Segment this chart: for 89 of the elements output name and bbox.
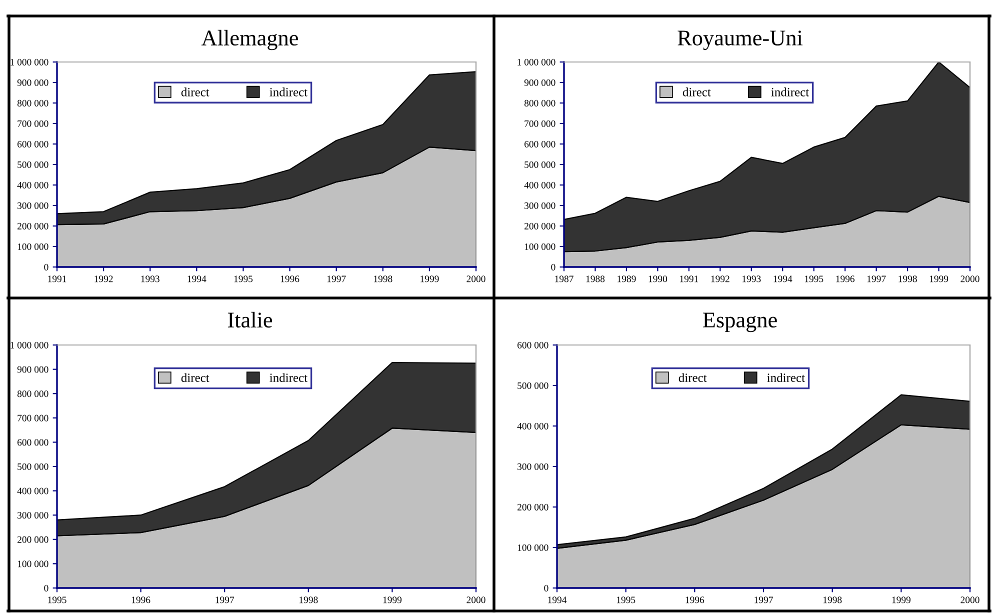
y-tick-label: 900 000 bbox=[17, 79, 48, 86]
y-tick-label: 200 000 bbox=[17, 536, 48, 543]
x-tick-label: 1996 bbox=[686, 596, 704, 604]
y-tick-label: 500 000 bbox=[18, 463, 48, 470]
x-tick-label: 1996 bbox=[836, 276, 855, 282]
x-tick-label: 1993 bbox=[742, 276, 761, 282]
y-tick-label: 400 000 bbox=[17, 488, 48, 494]
x-tick-label: 1995 bbox=[616, 596, 636, 604]
x-tick-label: 1990 bbox=[648, 276, 668, 282]
y-tick-label: 700 000 bbox=[524, 120, 556, 127]
y-tick-label: 200 000 bbox=[517, 504, 548, 510]
y-tick-label: 100 000 bbox=[518, 544, 548, 551]
legend-label: indirect bbox=[270, 373, 308, 382]
y-tick-label: 400 000 bbox=[517, 422, 548, 430]
y-tick-label: 800 000 bbox=[17, 390, 48, 398]
chart-title: Italie bbox=[228, 312, 272, 328]
y-tick-label: 500 000 bbox=[518, 382, 548, 389]
y-tick-label: 200 000 bbox=[524, 222, 556, 230]
x-tick-label: 1987 bbox=[555, 276, 574, 282]
y-tick-label: 500 000 bbox=[524, 161, 556, 168]
x-tick-label: 1999 bbox=[420, 276, 439, 282]
y-tick-label: 800 000 bbox=[17, 100, 48, 106]
y-tick-label: 900 000 bbox=[17, 366, 48, 373]
x-tick-label: 1988 bbox=[586, 276, 605, 282]
x-tick-label: 1995 bbox=[234, 276, 253, 282]
x-tick-label: 2000 bbox=[466, 596, 486, 604]
legend-label: direct bbox=[181, 373, 210, 382]
y-tick-label: 400 000 bbox=[17, 182, 48, 188]
legend-label: indirect bbox=[767, 373, 805, 382]
x-tick-label: 1996 bbox=[280, 276, 300, 282]
x-tick-label: 1998 bbox=[374, 276, 392, 282]
x-tick-label: 1999 bbox=[383, 596, 402, 604]
legend-label: indirect bbox=[771, 88, 810, 96]
y-tick-label: 1 000 000 bbox=[10, 58, 48, 66]
y-tick-label: 100 000 bbox=[18, 243, 48, 250]
chart-title: Allemagne bbox=[201, 30, 298, 50]
x-tick-label: 1996 bbox=[132, 596, 150, 604]
x-tick-label: 1998 bbox=[823, 596, 842, 604]
x-tick-label: 2000 bbox=[466, 276, 486, 282]
chart-title: Royaume-Uni bbox=[678, 30, 803, 50]
x-tick-label: 1997 bbox=[754, 596, 773, 604]
y-tick-label: 800 000 bbox=[524, 100, 556, 106]
y-tick-label: 0 bbox=[44, 264, 48, 270]
x-tick-label: 1998 bbox=[300, 596, 318, 604]
y-tick-label: 300 000 bbox=[18, 202, 48, 209]
x-tick-label: 1997 bbox=[216, 596, 234, 604]
x-tick-label: 1997 bbox=[327, 276, 346, 282]
x-tick-label: 1994 bbox=[774, 276, 792, 282]
y-tick-label: 1 000 000 bbox=[10, 342, 48, 348]
x-tick-label: 1991 bbox=[680, 276, 698, 282]
y-tick-label: 0 bbox=[544, 584, 548, 592]
legend-label: indirect bbox=[270, 88, 308, 96]
x-tick-label: 1993 bbox=[141, 276, 160, 282]
x-tick-label: 1997 bbox=[867, 276, 886, 282]
x-tick-label: 1995 bbox=[804, 276, 824, 282]
x-tick-label: 1994 bbox=[188, 276, 206, 282]
y-tick-label: 400 000 bbox=[524, 182, 556, 188]
y-tick-label: 900 000 bbox=[524, 79, 556, 86]
x-tick-label: 2000 bbox=[960, 596, 980, 604]
x-tick-label: 1989 bbox=[618, 276, 636, 282]
y-tick-label: 1 000 000 bbox=[518, 58, 556, 66]
y-tick-label: 200 000 bbox=[17, 222, 48, 230]
y-tick-label: 0 bbox=[44, 584, 48, 592]
x-tick-label: 1999 bbox=[930, 276, 948, 282]
y-tick-label: 300 000 bbox=[18, 512, 48, 519]
x-tick-label: 1992 bbox=[94, 276, 113, 282]
y-tick-label: 500 000 bbox=[18, 161, 48, 168]
y-tick-label: 700 000 bbox=[18, 414, 48, 422]
x-tick-label: 1991 bbox=[48, 276, 66, 282]
y-tick-label: 600 000 bbox=[17, 439, 48, 446]
x-tick-label: 1992 bbox=[711, 276, 730, 282]
legend-label: direct bbox=[181, 88, 210, 96]
y-tick-label: 600 000 bbox=[524, 140, 556, 148]
x-tick-label: 1995 bbox=[48, 596, 66, 604]
x-tick-label: 1994 bbox=[548, 596, 567, 604]
chart-title: Espagne bbox=[702, 312, 777, 332]
y-tick-label: 0 bbox=[551, 264, 556, 270]
x-tick-label: 1998 bbox=[898, 276, 917, 282]
x-tick-label: 1999 bbox=[892, 596, 910, 604]
y-tick-label: 300 000 bbox=[518, 463, 548, 470]
y-tick-label: 300 000 bbox=[524, 202, 556, 209]
legend-label: direct bbox=[678, 373, 707, 382]
legend-label: direct bbox=[682, 88, 711, 96]
y-tick-label: 700 000 bbox=[18, 120, 48, 127]
x-tick-label: 2000 bbox=[960, 276, 980, 282]
y-tick-label: 100 000 bbox=[18, 560, 48, 568]
y-tick-label: 600 000 bbox=[17, 140, 48, 148]
y-tick-label: 600 000 bbox=[517, 342, 548, 348]
y-tick-label: 100 000 bbox=[524, 243, 556, 250]
